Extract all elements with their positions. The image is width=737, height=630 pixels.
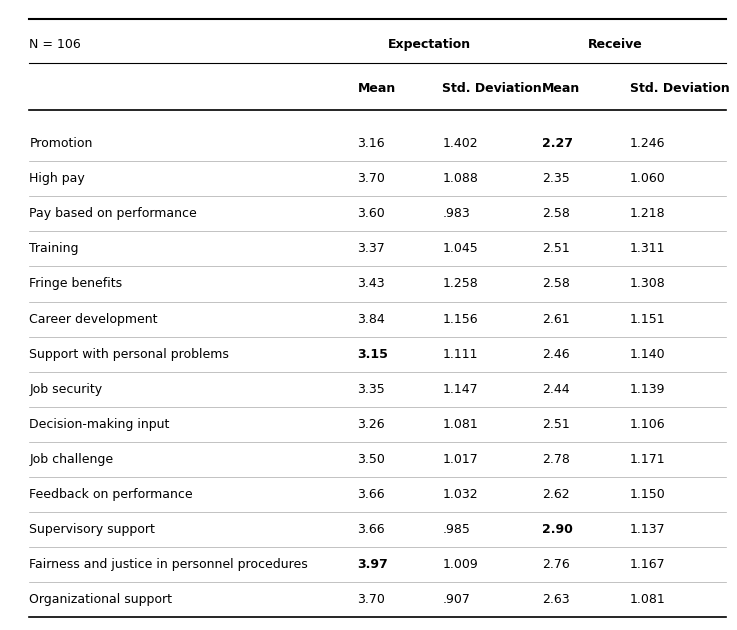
Text: Support with personal problems: Support with personal problems xyxy=(29,348,229,360)
Text: 3.66: 3.66 xyxy=(357,523,385,536)
Text: 2.90: 2.90 xyxy=(542,523,573,536)
Text: 1.171: 1.171 xyxy=(630,453,666,466)
Text: 1.218: 1.218 xyxy=(630,207,666,220)
Text: 2.61: 2.61 xyxy=(542,312,569,326)
Text: 3.50: 3.50 xyxy=(357,453,385,466)
Text: High pay: High pay xyxy=(29,172,85,185)
Text: 1.088: 1.088 xyxy=(442,172,478,185)
Text: 1.139: 1.139 xyxy=(630,383,666,396)
Text: 1.150: 1.150 xyxy=(630,488,666,501)
Text: 2.51: 2.51 xyxy=(542,243,570,255)
Text: Mean: Mean xyxy=(542,82,580,94)
Text: Supervisory support: Supervisory support xyxy=(29,523,156,536)
Text: 1.311: 1.311 xyxy=(630,243,666,255)
Text: 1.140: 1.140 xyxy=(630,348,666,360)
Text: Training: Training xyxy=(29,243,79,255)
Text: 1.308: 1.308 xyxy=(630,277,666,290)
Text: 1.081: 1.081 xyxy=(630,593,666,606)
Text: 1.151: 1.151 xyxy=(630,312,666,326)
Text: 1.156: 1.156 xyxy=(442,312,478,326)
Text: Career development: Career development xyxy=(29,312,158,326)
Text: 3.70: 3.70 xyxy=(357,172,385,185)
Text: 1.032: 1.032 xyxy=(442,488,478,501)
Text: 3.43: 3.43 xyxy=(357,277,385,290)
Text: Organizational support: Organizational support xyxy=(29,593,172,606)
Text: 3.70: 3.70 xyxy=(357,593,385,606)
Text: 1.017: 1.017 xyxy=(442,453,478,466)
Text: 2.46: 2.46 xyxy=(542,348,569,360)
Text: 3.16: 3.16 xyxy=(357,137,385,150)
Text: 3.97: 3.97 xyxy=(357,558,388,571)
Text: 1.258: 1.258 xyxy=(442,277,478,290)
Text: 3.37: 3.37 xyxy=(357,243,385,255)
Text: 2.76: 2.76 xyxy=(542,558,570,571)
Text: 3.15: 3.15 xyxy=(357,348,388,360)
Text: Receive: Receive xyxy=(588,38,643,50)
Text: 1.147: 1.147 xyxy=(442,383,478,396)
Text: Job challenge: Job challenge xyxy=(29,453,113,466)
Text: 2.35: 2.35 xyxy=(542,172,570,185)
Text: 2.63: 2.63 xyxy=(542,593,569,606)
Text: 1.081: 1.081 xyxy=(442,418,478,431)
Text: 2.27: 2.27 xyxy=(542,137,573,150)
Text: 3.84: 3.84 xyxy=(357,312,385,326)
Text: Std. Deviation: Std. Deviation xyxy=(442,82,542,94)
Text: 1.009: 1.009 xyxy=(442,558,478,571)
Text: Promotion: Promotion xyxy=(29,137,93,150)
Text: Fringe benefits: Fringe benefits xyxy=(29,277,122,290)
Text: .907: .907 xyxy=(442,593,470,606)
Text: Feedback on performance: Feedback on performance xyxy=(29,488,193,501)
Text: 2.44: 2.44 xyxy=(542,383,569,396)
Text: 1.060: 1.060 xyxy=(630,172,666,185)
Text: Decision-making input: Decision-making input xyxy=(29,418,170,431)
Text: 2.78: 2.78 xyxy=(542,453,570,466)
Text: N = 106: N = 106 xyxy=(29,38,81,50)
Text: 1.111: 1.111 xyxy=(442,348,478,360)
Text: .983: .983 xyxy=(442,207,470,220)
Text: Expectation: Expectation xyxy=(388,38,471,50)
Text: Job security: Job security xyxy=(29,383,102,396)
Text: 3.60: 3.60 xyxy=(357,207,385,220)
Text: 2.58: 2.58 xyxy=(542,277,570,290)
Text: 1.106: 1.106 xyxy=(630,418,666,431)
Text: 1.137: 1.137 xyxy=(630,523,666,536)
Text: 3.66: 3.66 xyxy=(357,488,385,501)
Text: 1.246: 1.246 xyxy=(630,137,666,150)
Text: 2.51: 2.51 xyxy=(542,418,570,431)
Text: 3.26: 3.26 xyxy=(357,418,385,431)
Text: .985: .985 xyxy=(442,523,470,536)
Text: 1.167: 1.167 xyxy=(630,558,666,571)
Text: 1.402: 1.402 xyxy=(442,137,478,150)
Text: 2.58: 2.58 xyxy=(542,207,570,220)
Text: 1.045: 1.045 xyxy=(442,243,478,255)
Text: 3.35: 3.35 xyxy=(357,383,385,396)
Text: Mean: Mean xyxy=(357,82,396,94)
Text: Fairness and justice in personnel procedures: Fairness and justice in personnel proced… xyxy=(29,558,308,571)
Text: Pay based on performance: Pay based on performance xyxy=(29,207,198,220)
Text: 2.62: 2.62 xyxy=(542,488,569,501)
Text: Std. Deviation: Std. Deviation xyxy=(630,82,730,94)
